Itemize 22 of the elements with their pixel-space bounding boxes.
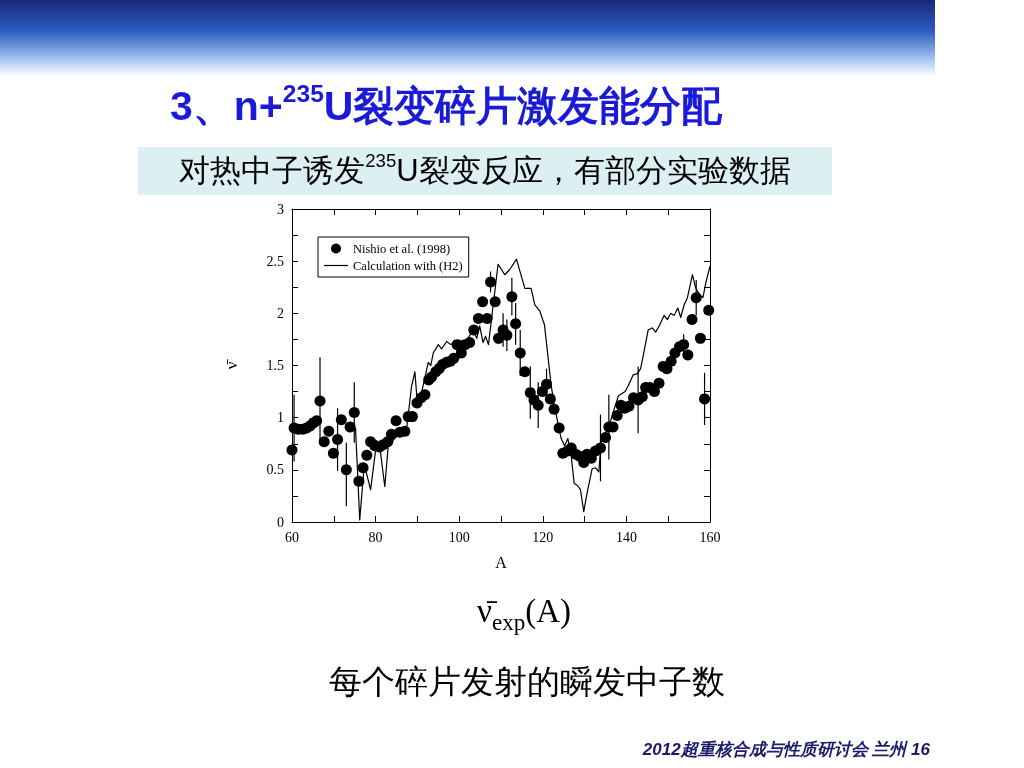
x-tick-label: 60 [285, 529, 299, 545]
y-axis-title: ν̄ [222, 358, 241, 370]
text: 每个碎片发射的瞬发中子数 [329, 662, 725, 702]
x-tick-label: 80 [368, 529, 383, 545]
x-tick-label: 120 [532, 529, 554, 545]
y-tick-label: 2 [277, 305, 284, 321]
legend-label: Calculation with (H2) [353, 258, 463, 273]
chart-title: 3、n+$^{235}$U裂变碎片激发能分配 [170, 79, 723, 131]
x-tick-label: 160 [699, 529, 721, 545]
text: ν̄$_{exp}$(A) [477, 592, 572, 637]
y-tick-label: 0.5 [266, 462, 284, 478]
x-tick-label: 140 [615, 529, 637, 545]
text: 2012超重核合成与性质研讨会 兰州 16 [642, 740, 930, 761]
x-tick-label: 100 [448, 529, 470, 545]
legend-label: Nishio et al. (1998) [353, 241, 451, 256]
y-tick-label: 0 [277, 514, 284, 530]
y-tick-label: 3 [277, 201, 284, 217]
y-tick-label: 2.5 [266, 253, 284, 269]
chart-subtitle: 对热中子诱发$^{235}$U裂变反应，有部分实验数据 [138, 147, 832, 195]
y-tick-label: 1.5 [266, 358, 284, 373]
y-tick-label: 1 [277, 410, 284, 426]
x-axis-title: A [495, 553, 508, 571]
